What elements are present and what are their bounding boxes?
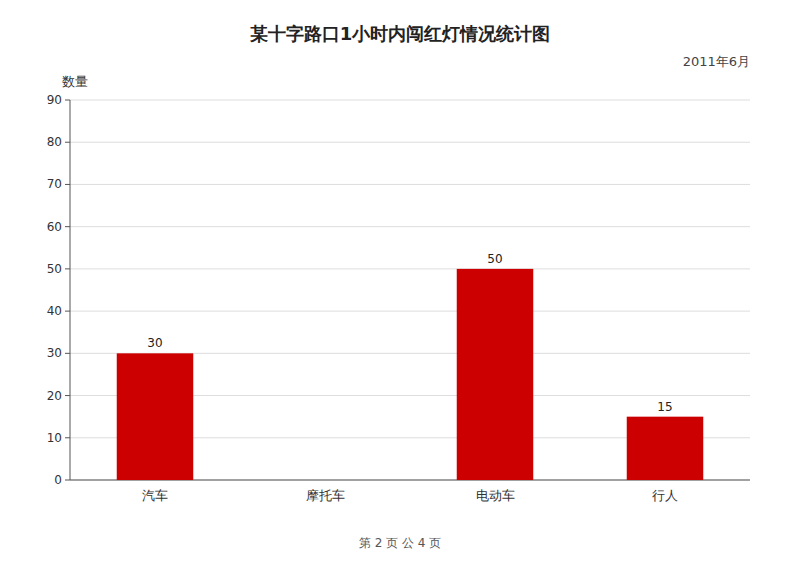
tick-label: 70 (47, 177, 62, 191)
data-labels: 30 50 15 (147, 252, 672, 414)
tick-label: 20 (47, 389, 62, 403)
page: {"chart_data": {"type": "bar", "title": … (0, 0, 800, 565)
tick-mark (65, 184, 70, 185)
grid-line (70, 100, 750, 101)
bar (117, 353, 194, 480)
tick-mark (65, 226, 70, 227)
tick-label: 行人 (652, 488, 678, 503)
tick-mark (65, 100, 70, 101)
chart-root: 某十字路口1小时内闯红灯情况统计图 2011年6月 0 10 20 30 40 50 60 70 8… (0, 0, 800, 565)
tick-label: 60 (47, 220, 62, 234)
y-axis-label: 数量 (62, 74, 88, 89)
y-axis-line (70, 100, 71, 480)
tick-mark (65, 437, 70, 438)
bar (457, 269, 534, 480)
tick-label: 0 (54, 473, 62, 487)
bar (627, 417, 704, 480)
tick-label: 汽车 (142, 488, 168, 503)
tick-mark (65, 268, 70, 269)
grid-line (70, 226, 750, 227)
data-label: 50 (487, 252, 502, 266)
data-label: 30 (147, 336, 162, 350)
tick-mark (65, 480, 70, 481)
x-axis: 汽车 摩托车 电动车 行人 (142, 488, 678, 503)
grid-line (70, 268, 750, 269)
tick-label: 10 (47, 431, 62, 445)
subtitle: 2011年6月 (683, 54, 750, 69)
tick-label: 30 (47, 346, 62, 360)
tick-label: 80 (47, 135, 62, 149)
tick-mark (65, 395, 70, 396)
tick-mark (65, 311, 70, 312)
tick-label: 50 (47, 262, 62, 276)
grid-line (70, 142, 750, 143)
tick-label: 电动车 (476, 488, 515, 503)
tick-label: 摩托车 (306, 488, 345, 503)
annotation: 第 2 页 公 4 页 (359, 536, 441, 550)
title: 某十字路口1小时内闯红灯情况统计图 (249, 23, 551, 44)
tick-label: 40 (47, 304, 62, 318)
y-axis: 0 10 20 30 40 50 60 70 80 90 (47, 93, 750, 487)
tick-mark (65, 353, 70, 354)
chart: 某十字路口1小时内闯红灯情况统计图 2011年6月 0 10 20 30 40 50 60 70 8… (0, 0, 800, 565)
bars (117, 269, 704, 480)
bar (287, 480, 364, 481)
data-label: 15 (657, 400, 672, 414)
grid-line (70, 311, 750, 312)
tick-mark (65, 142, 70, 143)
grid-line (70, 184, 750, 185)
tick-label: 90 (47, 93, 62, 107)
